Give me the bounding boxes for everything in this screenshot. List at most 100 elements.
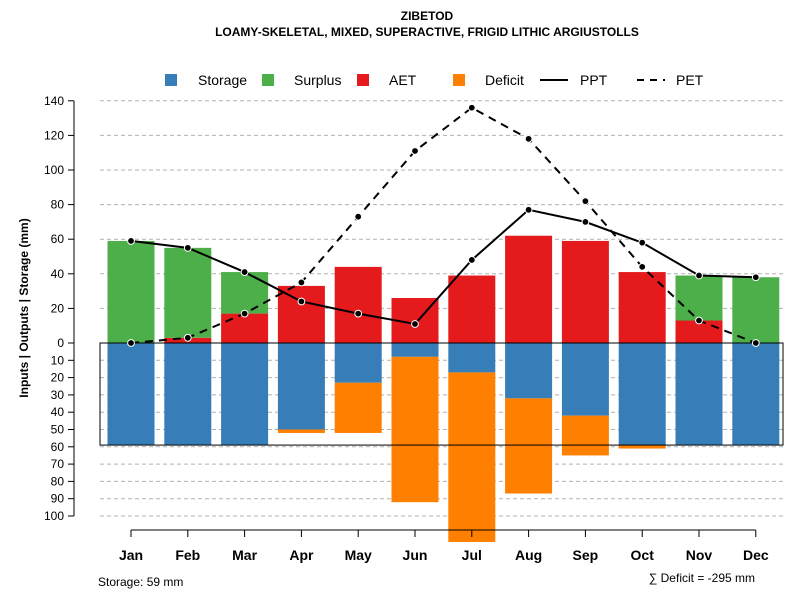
legend-swatch-deficit xyxy=(453,74,465,86)
ppt-line xyxy=(130,208,756,326)
bar-deficit-oct xyxy=(618,445,666,449)
bars xyxy=(107,235,780,542)
pet-point-jun xyxy=(411,147,419,155)
bar-deficit-apr xyxy=(277,429,325,433)
x-tick-label-jan: Jan xyxy=(119,547,143,563)
x-tick-label-nov: Nov xyxy=(686,547,713,563)
legend-label-deficit: Deficit xyxy=(485,72,524,88)
y-tick-label-lower-50: 50 xyxy=(51,423,65,437)
y-tick-label-lower-80: 80 xyxy=(51,474,65,488)
bar-deficit-sep xyxy=(561,415,609,456)
gridlines xyxy=(100,100,783,517)
y-tick-label-upper-140: 140 xyxy=(44,94,64,108)
bar-aet-sep xyxy=(561,240,609,343)
y-tick-label-lower-40: 40 xyxy=(51,405,65,419)
pet-point-aug xyxy=(524,134,533,143)
legend-label-surplus: Surplus xyxy=(294,72,341,88)
bar-surplus-nov xyxy=(675,275,723,321)
ppt-point-sep xyxy=(581,218,590,226)
bar-storage-jan xyxy=(107,343,155,446)
bar-storage-nov xyxy=(675,343,723,446)
storage-note: Storage: 59 mm xyxy=(98,575,183,589)
pet-point-may xyxy=(354,212,363,221)
bar-aet-apr xyxy=(277,285,325,343)
y-tick-label-upper-0: 0 xyxy=(57,336,64,350)
ppt-point-nov xyxy=(695,271,703,280)
y-tick-label-upper-80: 80 xyxy=(51,198,65,212)
ppt-point-dec xyxy=(751,273,760,282)
x-tick-label-jun: Jun xyxy=(403,547,428,563)
bar-storage-aug xyxy=(505,343,553,399)
pet-point-jul xyxy=(467,103,476,112)
y-tick-label-upper-40: 40 xyxy=(51,267,65,281)
x-tick-label-aug: Aug xyxy=(515,547,542,563)
ppt-point-oct xyxy=(638,238,647,247)
legend-label-pet: PET xyxy=(676,72,704,88)
x-tick-label-mar: Mar xyxy=(232,547,257,563)
x-tick-label-jul: Jul xyxy=(462,547,482,563)
deficit-note: ∑ Deficit = -295 mm xyxy=(649,571,755,585)
pet-point-apr xyxy=(297,278,306,287)
bar-aet-aug xyxy=(505,235,553,343)
bar-surplus-jan xyxy=(107,240,155,343)
x-tick-label-feb: Feb xyxy=(175,547,200,563)
ppt-point-apr xyxy=(297,297,306,306)
bar-surplus-dec xyxy=(732,277,780,343)
bar-storage-jul xyxy=(448,343,496,373)
bar-deficit-may xyxy=(334,382,382,433)
y-tick-label-upper-20: 20 xyxy=(51,301,65,315)
legend-label-storage: Storage xyxy=(198,72,247,88)
legend-label-ppt: PPT xyxy=(580,72,608,88)
pet-point-sep xyxy=(581,197,590,206)
x-tick-label-dec: Dec xyxy=(743,547,769,563)
y-axis-title: Inputs | Outputs | Storage (mm) xyxy=(17,218,31,397)
y-tick-label-lower-10: 10 xyxy=(51,353,65,367)
legend-swatch-storage xyxy=(165,74,177,86)
bar-storage-feb xyxy=(164,343,212,446)
bar-storage-oct xyxy=(618,343,666,446)
legend: Storage Surplus AET Deficit PPT PET xyxy=(165,72,704,88)
x-tick-label-apr: Apr xyxy=(289,547,314,563)
pet-point-oct xyxy=(638,262,647,271)
pet-point-nov xyxy=(695,316,703,325)
ppt-point-feb xyxy=(183,243,192,252)
y-tick-label-lower-20: 20 xyxy=(51,371,65,385)
ppt-point-jun xyxy=(411,320,419,328)
bar-aet-mar xyxy=(221,313,269,343)
pet-point-feb xyxy=(183,333,192,342)
pet-point-dec xyxy=(751,339,760,347)
x-tick-label-sep: Sep xyxy=(573,547,599,563)
bar-aet-jul xyxy=(448,275,496,343)
bar-deficit-aug xyxy=(505,398,553,494)
y-tick-label-lower-90: 90 xyxy=(51,492,65,506)
x-tick-label-oct: Oct xyxy=(631,547,655,563)
y-tick-label-lower-60: 60 xyxy=(51,440,65,454)
bar-storage-jun xyxy=(391,343,439,357)
y-tick-label-lower-30: 30 xyxy=(51,388,65,402)
bar-aet-oct xyxy=(618,272,666,343)
bar-aet-nov xyxy=(675,320,723,343)
ppt-point-jul xyxy=(467,256,476,264)
tick-labels: 0 20 40 60 80 100 120 140 10 20 30 40 50 60 70 80 90 100 J… xyxy=(44,94,769,563)
chart-subtitle: LOAMY-SKELETAL, MIXED, SUPERACTIVE, FRIG… xyxy=(215,25,639,39)
bar-aet-may xyxy=(334,266,382,343)
legend-swatch-aet xyxy=(357,74,369,86)
ppt-point-aug xyxy=(524,205,533,214)
legend-label-aet: AET xyxy=(389,72,417,88)
bar-storage-dec xyxy=(732,343,780,446)
y-tick-label-upper-120: 120 xyxy=(44,128,64,142)
legend-swatch-surplus xyxy=(262,74,274,86)
pet-point-jan xyxy=(127,339,135,347)
bar-deficit-jun xyxy=(391,356,439,503)
bar-storage-may xyxy=(334,343,382,383)
y-tick-label-upper-60: 60 xyxy=(51,232,65,246)
x-tick-label-may: May xyxy=(345,547,372,563)
pet-line xyxy=(130,106,757,344)
ppt-point-may xyxy=(354,309,363,318)
y-tick-label-upper-100: 100 xyxy=(44,163,64,177)
axes xyxy=(68,100,784,537)
bar-storage-apr xyxy=(277,343,325,430)
y-tick-label-lower-70: 70 xyxy=(51,457,65,471)
bar-deficit-jul xyxy=(448,372,496,542)
